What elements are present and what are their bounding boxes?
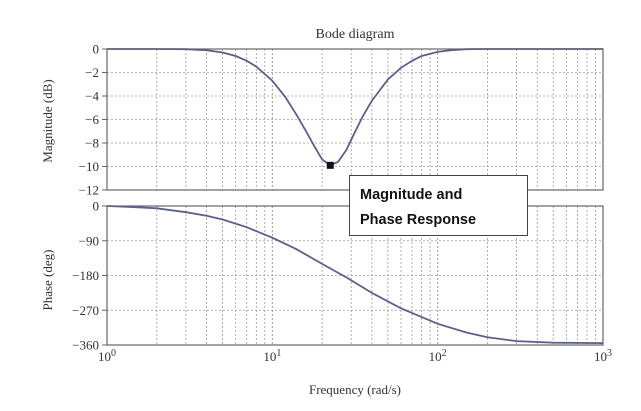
y-tick-label: −4	[85, 89, 99, 104]
y-tick-label: −8	[85, 136, 99, 151]
x-tick-exponent: 0	[111, 348, 116, 359]
y-tick-label: −270	[72, 303, 99, 318]
y-tick-label: −12	[79, 183, 99, 198]
magnitude-panel: 0 −2 −4 −6 −8 −10 −12	[79, 42, 604, 198]
x-tick-base: 10	[263, 349, 276, 364]
x-tick-label: 100	[98, 348, 116, 364]
phase-y-ticks: 0 −90 −180 −270 −360	[72, 199, 107, 353]
x-tick-label: 101	[263, 348, 281, 364]
y-tick-label: −6	[85, 112, 99, 127]
magnitude-y-ticks: 0 −2 −4 −6 −8 −10 −12	[79, 42, 107, 198]
y-tick-label: −360	[72, 338, 99, 353]
annotation-line-1: Magnitude and	[360, 187, 463, 203]
y-tick-label: −90	[79, 233, 99, 248]
phase-y-label: Phase (deg)	[40, 249, 55, 310]
x-tick-exponent: 3	[607, 348, 612, 359]
minimum-marker	[326, 161, 334, 169]
x-tick-base: 10	[98, 349, 111, 364]
y-tick-label: −180	[72, 268, 99, 283]
magnitude-curve	[107, 48, 603, 167]
x-tick-label: 102	[429, 348, 447, 364]
frequency-x-ticks: 100 101 102 103	[98, 348, 612, 364]
magnitude-y-label: Magnitude (dB)	[40, 79, 55, 162]
phase-grid	[107, 206, 603, 345]
phase-curve	[106, 205, 604, 344]
y-tick-label: −2	[85, 65, 99, 80]
annotation-box: Magnitude and Phase Response	[349, 175, 528, 236]
x-tick-base: 10	[429, 349, 442, 364]
y-tick-label: 0	[93, 199, 100, 214]
x-tick-exponent: 1	[276, 348, 281, 359]
y-tick-label: −10	[79, 159, 99, 174]
x-tick-exponent: 2	[442, 348, 447, 359]
chart-title: Bode diagram	[316, 27, 395, 42]
x-tick-base: 10	[594, 349, 607, 364]
magnitude-grid	[107, 49, 603, 190]
x-axis-label: Frequency (rad/s)	[309, 382, 401, 397]
x-tick-label: 103	[594, 348, 612, 364]
y-tick-label: 0	[93, 42, 100, 57]
annotation-line-2: Phase Response	[360, 212, 477, 228]
